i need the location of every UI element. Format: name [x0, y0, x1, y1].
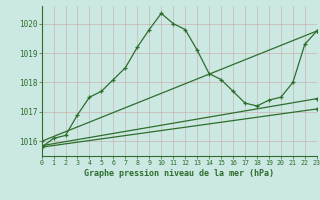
- X-axis label: Graphe pression niveau de la mer (hPa): Graphe pression niveau de la mer (hPa): [84, 169, 274, 178]
